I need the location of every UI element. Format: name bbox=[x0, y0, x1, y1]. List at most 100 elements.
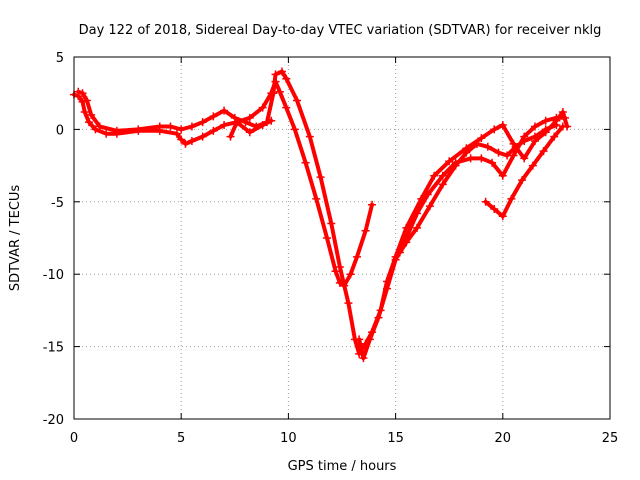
data-point bbox=[530, 122, 539, 131]
y-tick-label: -20 bbox=[43, 413, 64, 428]
data-point bbox=[87, 110, 96, 119]
data-point bbox=[488, 158, 497, 167]
x-tick-label: 25 bbox=[602, 431, 619, 446]
data-point bbox=[220, 121, 229, 130]
data-point bbox=[271, 70, 280, 79]
data-point bbox=[322, 234, 331, 242]
data-point bbox=[344, 299, 353, 308]
data-point bbox=[498, 121, 507, 130]
data-point bbox=[451, 161, 460, 170]
data-point bbox=[477, 134, 486, 143]
data-point bbox=[413, 223, 422, 232]
data-point bbox=[425, 202, 434, 211]
series bbox=[70, 67, 572, 363]
x-tick-label: 15 bbox=[387, 431, 404, 446]
data-point bbox=[80, 108, 89, 117]
data-point bbox=[209, 126, 218, 135]
plot-frame bbox=[73, 56, 611, 420]
data-point bbox=[361, 226, 370, 235]
data-point bbox=[530, 132, 539, 141]
data-point bbox=[245, 113, 254, 122]
data-point bbox=[355, 335, 364, 344]
data-point bbox=[166, 122, 175, 131]
series-trace-3 bbox=[226, 116, 276, 141]
y-tick-label: -10 bbox=[43, 268, 64, 283]
data-point bbox=[518, 176, 527, 185]
series-trace-6 bbox=[481, 122, 567, 221]
data-point bbox=[473, 139, 482, 148]
data-point bbox=[550, 132, 559, 141]
y-tick-label: 0 bbox=[56, 123, 64, 138]
data-point bbox=[462, 148, 471, 157]
data-point bbox=[560, 113, 569, 122]
data-point bbox=[305, 132, 314, 141]
data-point bbox=[552, 113, 561, 122]
data-point bbox=[503, 151, 512, 160]
data-point bbox=[481, 197, 490, 206]
data-point bbox=[558, 108, 567, 117]
data-point bbox=[74, 87, 83, 96]
data-point bbox=[539, 147, 548, 156]
data-point bbox=[477, 154, 486, 163]
series-trace-5 bbox=[395, 121, 561, 257]
data-point bbox=[466, 154, 475, 163]
x-tick-label: 5 bbox=[177, 431, 185, 446]
data-point bbox=[520, 136, 529, 145]
data-point bbox=[353, 252, 362, 261]
data-point bbox=[558, 122, 567, 131]
data-point bbox=[112, 126, 121, 135]
data-point bbox=[438, 180, 447, 189]
data-point bbox=[423, 190, 432, 199]
data-point bbox=[331, 267, 340, 276]
data-point bbox=[282, 103, 291, 112]
data-point bbox=[267, 116, 276, 125]
data-point bbox=[402, 238, 411, 247]
data-point bbox=[327, 219, 336, 228]
data-point bbox=[490, 125, 499, 134]
series-trace bbox=[397, 123, 559, 255]
data-point bbox=[498, 212, 507, 221]
data-point bbox=[275, 87, 284, 96]
data-point bbox=[541, 125, 550, 134]
data-point bbox=[78, 89, 87, 98]
data-point bbox=[290, 125, 299, 134]
y-axis-label: SDTVAR / TECUs bbox=[8, 185, 23, 292]
data-point bbox=[445, 157, 454, 166]
data-point bbox=[292, 96, 301, 105]
x-tick-label: 10 bbox=[280, 431, 297, 446]
data-point bbox=[232, 118, 241, 127]
data-point bbox=[511, 142, 520, 151]
data-point bbox=[368, 200, 377, 209]
data-point bbox=[230, 113, 239, 122]
data-point bbox=[91, 125, 100, 134]
data-point bbox=[277, 67, 286, 76]
data-point bbox=[507, 194, 516, 203]
x-axis-label: GPS time / hours bbox=[288, 459, 397, 474]
data-point bbox=[528, 161, 537, 170]
data-point bbox=[438, 171, 447, 180]
y-tick-label: -5 bbox=[51, 196, 64, 211]
data-point bbox=[102, 129, 111, 138]
data-point bbox=[95, 122, 104, 131]
data-point bbox=[335, 262, 344, 271]
data-point bbox=[187, 136, 196, 145]
data-point bbox=[155, 122, 164, 131]
data-point bbox=[520, 154, 529, 163]
data-point bbox=[413, 209, 422, 218]
data-point bbox=[209, 112, 218, 121]
data-point bbox=[359, 354, 368, 363]
data-point bbox=[78, 97, 87, 106]
data-point bbox=[134, 125, 143, 134]
data-point bbox=[498, 171, 507, 180]
data-point bbox=[383, 284, 392, 293]
data-point bbox=[85, 118, 94, 127]
data-point bbox=[258, 121, 267, 130]
data-point bbox=[82, 96, 91, 105]
data-point bbox=[374, 313, 383, 322]
y-tick-label: 5 bbox=[56, 51, 64, 66]
data-point bbox=[483, 142, 492, 151]
data-point bbox=[312, 194, 321, 203]
data-point bbox=[245, 128, 254, 137]
